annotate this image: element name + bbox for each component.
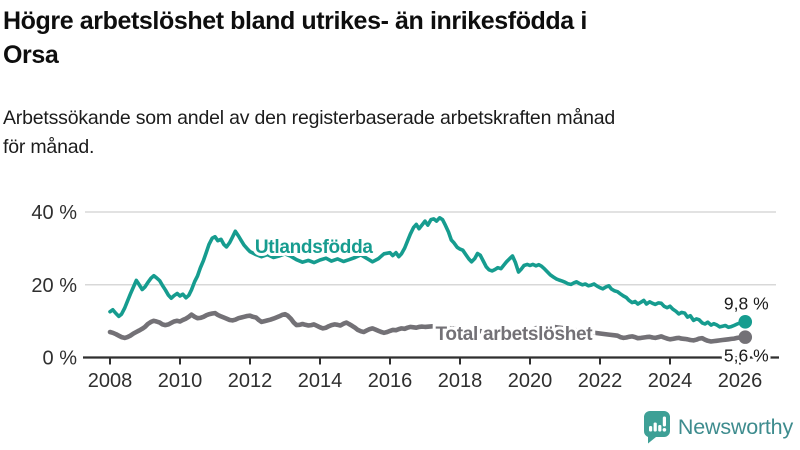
series-line-total	[107, 310, 748, 344]
bar-1	[648, 426, 653, 432]
x-tick-label: 2012	[228, 370, 273, 392]
endpoint-dot-foreign-born	[738, 315, 753, 329]
x-tick-label: 2016	[368, 370, 413, 392]
page-title-line-2: Orsa	[3, 41, 59, 69]
x-tick-label: 2014	[298, 370, 343, 392]
exclamation-dot	[662, 428, 667, 432]
chart-subtitle-line-2: för månad.	[3, 136, 95, 158]
y-tick-label: 0 %	[43, 348, 78, 370]
x-tick-label: 2024	[648, 370, 693, 392]
series-label-foreign-born: Utlandsfödda	[255, 237, 374, 258]
y-tick-label: 20 %	[31, 275, 77, 297]
bar-2	[653, 422, 657, 432]
series-line-foreign-born	[108, 216, 748, 330]
x-tick-label: 2022	[578, 370, 623, 392]
bar-3	[658, 425, 662, 432]
series-label-total: Total arbetslöshet	[436, 324, 594, 345]
chart-subtitle: Arbetssökande som andel av den registerb…	[3, 104, 789, 162]
exclamation-bar	[662, 416, 666, 427]
speech-bubble-shape	[643, 411, 670, 444]
y-tick-label: 40 %	[31, 202, 77, 224]
x-tick-label: 2020	[508, 370, 553, 392]
endpoint-dot-total	[738, 330, 753, 344]
brand-wordmark: Newsworthy	[677, 414, 793, 439]
x-tick-label: 2018	[438, 370, 483, 392]
x-tick-label: 2010	[158, 370, 203, 392]
end-value-label-total: 5,6 %	[724, 346, 769, 366]
x-tick-label: 2008	[88, 370, 133, 392]
page-title-line-1: Högre arbetslöshet bland utrikes- än inr…	[3, 7, 587, 35]
x-tick-label: 2026	[718, 370, 763, 392]
chart-subtitle-line-1: Arbetssökande som andel av den registerb…	[3, 107, 616, 129]
newsworthy-logo: Newsworthy	[642, 409, 793, 445]
bar-chart-speech-bubble-icon	[643, 411, 670, 444]
end-value-label-foreign-born: 9,8 %	[724, 293, 769, 313]
page-title: Högre arbetslöshet bland utrikes- än inr…	[3, 4, 789, 72]
